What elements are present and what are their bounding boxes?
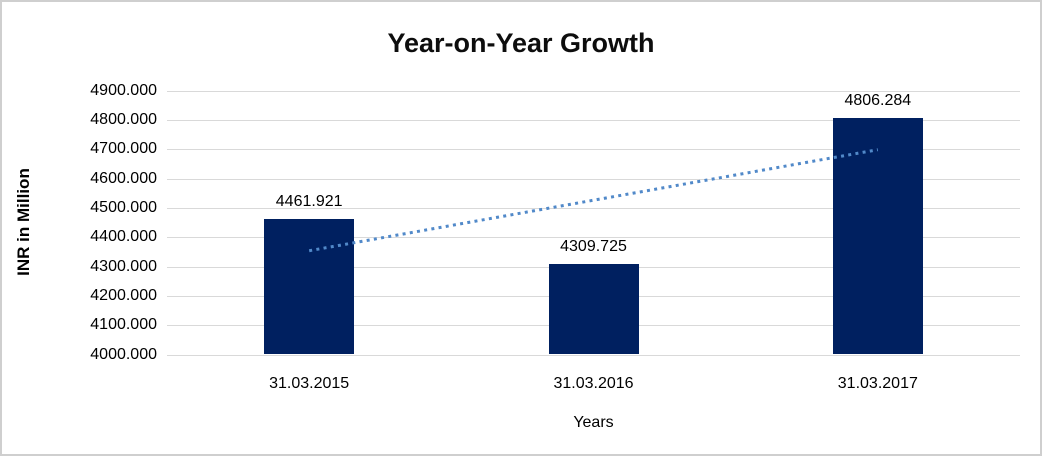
- gridline: [167, 90, 1020, 92]
- y-tick-label: 4600.000: [90, 169, 157, 187]
- x-tick-label: 31.03.2016: [553, 375, 634, 392]
- x-axis-title: Years: [573, 414, 614, 431]
- bar-value-label: 4806.284: [844, 91, 912, 109]
- bar: [264, 219, 355, 355]
- bar: [548, 263, 639, 355]
- y-tick-label: 4100.000: [90, 316, 157, 334]
- y-tick-label: 4900.000: [90, 81, 157, 99]
- y-tick-label: 4200.000: [90, 286, 157, 304]
- y-tick-label: 4500.000: [90, 198, 157, 216]
- x-tick-label: 31.03.2017: [837, 375, 918, 392]
- x-tick-label: 31.03.2015: [269, 375, 350, 392]
- y-tick-label: 4400.000: [90, 228, 157, 246]
- bar: [832, 117, 923, 355]
- y-tick-label: 4700.000: [90, 140, 157, 158]
- bar-value-label: 4309.725: [560, 237, 627, 255]
- y-tick-label: 4800.000: [90, 110, 157, 128]
- y-tick-label: 4000.000: [90, 345, 157, 363]
- bar-value-label: 4461.921: [275, 193, 343, 210]
- y-tick-label: 4300.000: [90, 257, 157, 275]
- gridline: [167, 119, 1020, 121]
- gridline: [167, 354, 1020, 356]
- chart-title: Year-on-Year Growth: [387, 28, 655, 58]
